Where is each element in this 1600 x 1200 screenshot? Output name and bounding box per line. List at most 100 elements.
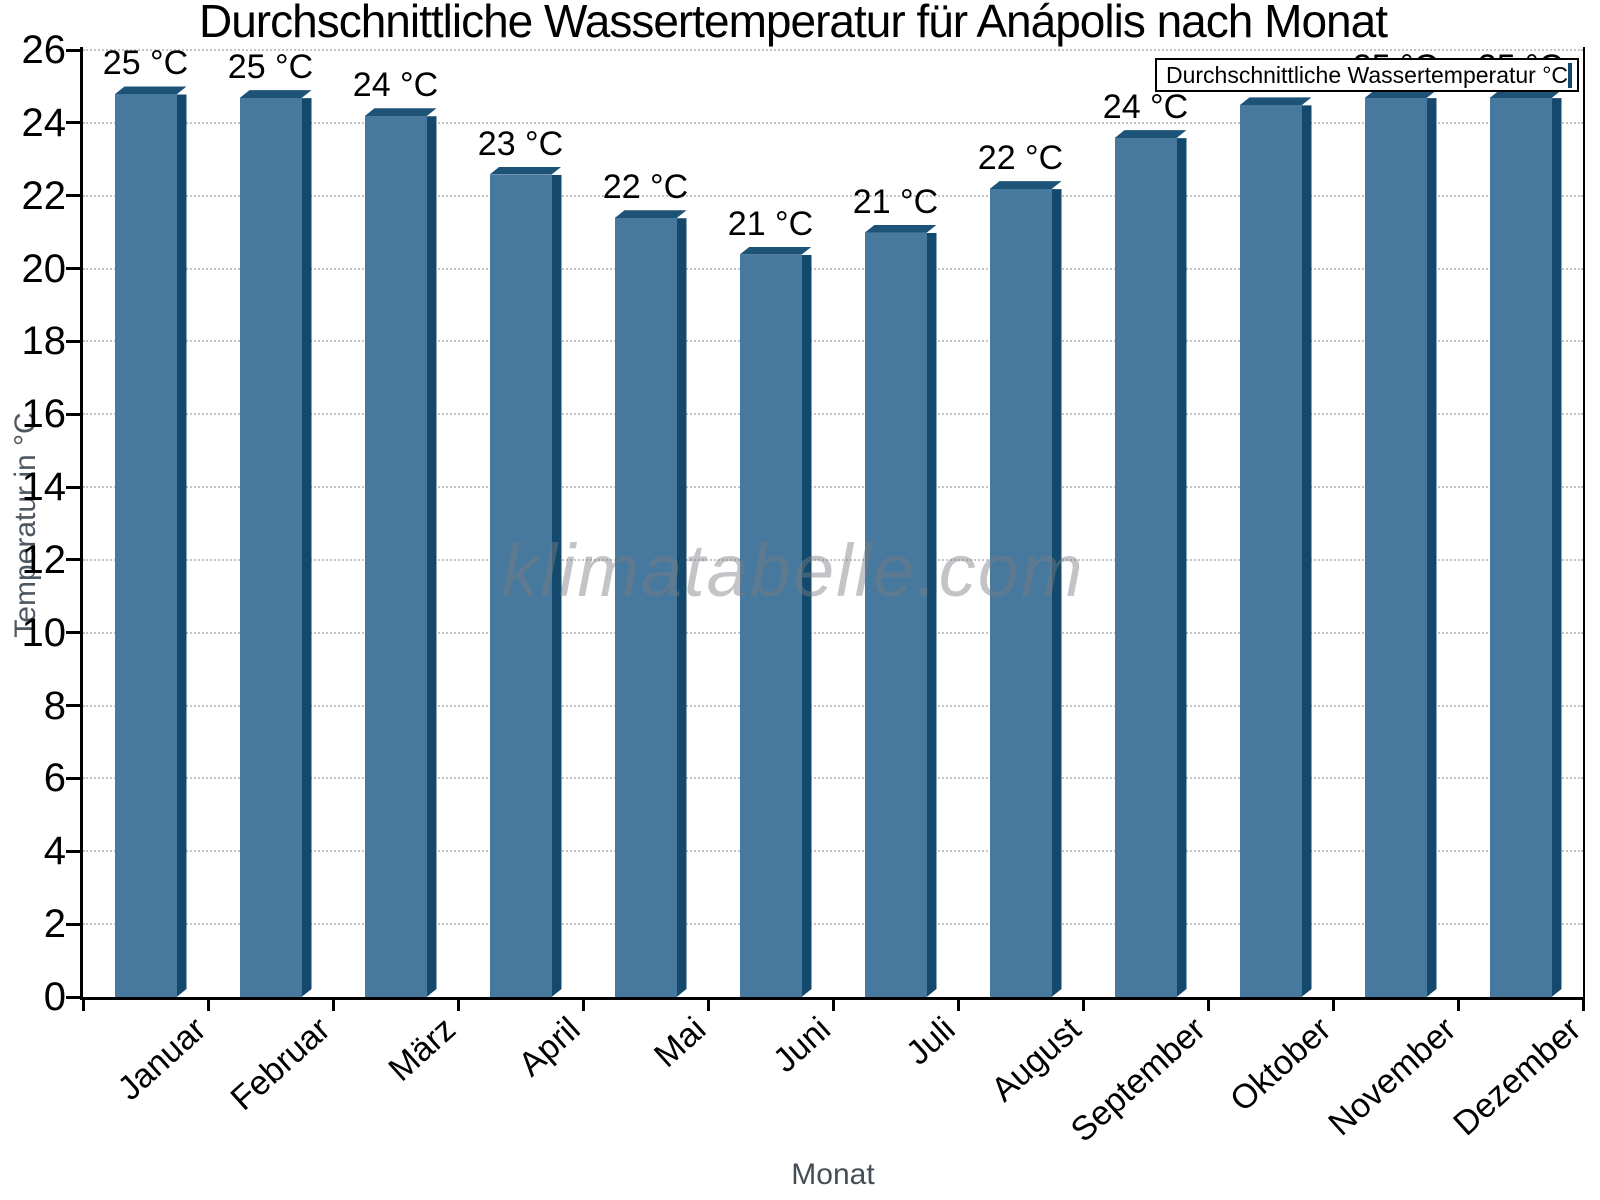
x-tick-mark (581, 999, 585, 1011)
bar-dezember (1489, 90, 1562, 997)
bar-top-bevel (1489, 90, 1562, 99)
legend: Durchschnittliche Wassertemperatur °C (1155, 58, 1579, 92)
y-tick-mark (66, 776, 80, 780)
gridline (83, 49, 1583, 52)
gridline (83, 340, 1583, 343)
gridline (83, 704, 1583, 707)
y-tick-label: 22 (21, 173, 67, 218)
bar-februar (239, 90, 312, 997)
bar-face (1239, 105, 1302, 997)
bar-juli (864, 224, 937, 997)
y-tick-mark (66, 704, 80, 708)
gridline (83, 631, 1583, 634)
gridline (83, 194, 1583, 197)
y-tick-mark (66, 267, 80, 271)
x-tick-label: September (1063, 1010, 1213, 1150)
bar-face (739, 254, 802, 997)
bar-top-bevel (1114, 130, 1187, 139)
y-tick-mark (66, 121, 80, 125)
y-tick-label: 10 (21, 610, 67, 655)
bar-top-bevel (864, 224, 937, 233)
bar-side-edge (1177, 138, 1187, 997)
bar-face (114, 94, 177, 997)
bar-april (489, 166, 562, 997)
bar-mai (614, 210, 687, 997)
y-axis-title: Temperatur in °C (9, 412, 42, 638)
bar-märz (364, 108, 437, 997)
y-tick-label: 20 (21, 246, 67, 291)
x-tick-mark (1456, 999, 1460, 1011)
bar-face (364, 116, 427, 997)
bar-value-label: 23 °C (477, 124, 564, 163)
bar-value-label: 25 °C (227, 48, 314, 87)
bar-top-bevel (489, 166, 562, 175)
y-tick-mark (66, 485, 80, 489)
gridline (83, 558, 1583, 561)
y-tick-label: 18 (21, 319, 67, 364)
chart-title: Durchschnittliche Wassertemperatur für A… (199, 0, 1388, 47)
y-tick-mark (66, 412, 80, 416)
bar-januar (114, 86, 187, 997)
x-tick-mark (1081, 999, 1085, 1011)
bar-value-label: 22 °C (602, 168, 689, 207)
y-axis-line (80, 47, 83, 1000)
bar-side-edge (1052, 189, 1062, 997)
x-tick-label: Mai (646, 1010, 713, 1075)
x-tick-label: März (381, 1010, 463, 1089)
bar-value-label: 21 °C (852, 182, 939, 221)
x-tick-label: August (983, 1010, 1088, 1110)
bar-top-bevel (239, 90, 312, 99)
legend-swatch-icon (1568, 62, 1573, 88)
x-tick-mark (81, 999, 85, 1011)
bar-top-bevel (614, 210, 687, 219)
x-tick-mark (831, 999, 835, 1011)
x-tick-mark (456, 999, 460, 1011)
y-tick-mark (66, 194, 80, 198)
gridline (83, 923, 1583, 926)
bar-value-label: 21 °C (727, 204, 814, 243)
bar-side-edge (677, 218, 687, 997)
bar-value-label: 24 °C (352, 66, 439, 105)
y-tick-mark (66, 339, 80, 343)
bar-face (614, 218, 677, 997)
gridline (83, 413, 1583, 416)
y-tick-mark (66, 558, 80, 562)
x-tick-label: November (1320, 1010, 1463, 1144)
y-tick-label: 26 (21, 28, 67, 72)
gridline (83, 777, 1583, 780)
y-tick-mark (66, 995, 80, 999)
bar-top-bevel (364, 108, 437, 117)
bar-oktober (1239, 97, 1312, 997)
bar-value-label: 25 °C (102, 44, 189, 83)
bar-side-edge (177, 94, 187, 997)
x-tick-mark (331, 999, 335, 1011)
y-tick-label: 0 (43, 975, 66, 1019)
x-tick-mark (1206, 999, 1210, 1011)
x-tick-label: April (511, 1010, 588, 1084)
y-tick-label: 24 (21, 100, 67, 145)
bar-side-edge (552, 175, 562, 997)
y-tick-mark (66, 849, 80, 853)
bar-value-label: 22 °C (977, 139, 1064, 178)
bar-side-edge (1427, 98, 1437, 997)
x-tick-label: Oktober (1222, 1010, 1338, 1120)
y-tick-label: 6 (43, 756, 66, 801)
x-tick-label: Januar (110, 1010, 213, 1108)
y-tick-label: 12 (21, 537, 67, 582)
gridline (83, 486, 1583, 489)
y-tick-label: 4 (43, 829, 66, 874)
bar-face (864, 232, 927, 997)
bar-face (239, 98, 302, 997)
bar-face (1114, 138, 1177, 997)
x-tick-mark (956, 999, 960, 1011)
bar-juni (739, 246, 812, 997)
bar-side-edge (802, 255, 812, 997)
bar-top-bevel (1239, 97, 1312, 106)
x-tick-mark (1331, 999, 1335, 1011)
bar-side-edge (927, 233, 937, 997)
y-tick-mark (66, 631, 80, 635)
y-tick-label: 2 (43, 902, 66, 947)
x-tick-label: Juni (766, 1010, 838, 1080)
bar-face (1364, 98, 1427, 997)
x-tick-label: Februar (224, 1010, 338, 1118)
